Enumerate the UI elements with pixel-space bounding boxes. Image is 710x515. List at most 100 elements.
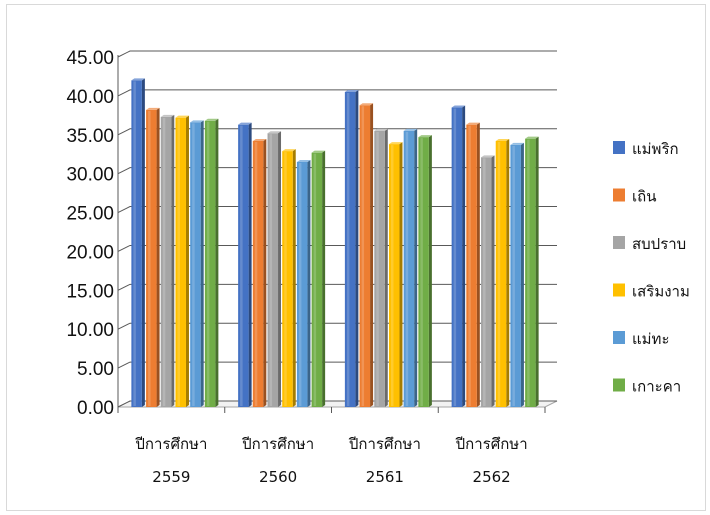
legend-swatch: [613, 331, 625, 344]
bar: [359, 105, 371, 407]
y-gridline: [117, 50, 557, 58]
bar-highlight: [269, 134, 273, 406]
bar-side-face: [462, 105, 466, 408]
bar: [466, 124, 477, 408]
bar: [311, 152, 323, 407]
y-tick-label: 25.00: [66, 204, 114, 225]
bar-side-face: [278, 131, 282, 407]
bar-highlight: [390, 145, 394, 406]
plot-back-wall: [130, 51, 557, 401]
bar-highlight: [177, 118, 180, 407]
bar-side-face: [399, 142, 403, 407]
legend-label: เกาะคา: [632, 378, 681, 396]
bar-top-face: [267, 131, 282, 134]
legend-swatch: [613, 283, 625, 297]
bar-top-face: [238, 122, 252, 125]
x-tick-label: ปีการศึกษา: [455, 435, 528, 453]
bar-highlight: [512, 145, 515, 406]
bar-highlight: [420, 138, 423, 406]
bar-highlight: [453, 108, 457, 407]
y-tick-label: 0.00: [77, 398, 114, 419]
bar-top-face: [252, 139, 267, 141]
bar: [282, 151, 293, 407]
bar-side-face: [476, 122, 480, 408]
bar: [267, 133, 279, 407]
bar-top-face: [403, 128, 418, 131]
bar-highlight: [483, 158, 486, 406]
y-tick-label: 40.00: [66, 87, 114, 108]
y-tick-label: 35.00: [66, 126, 114, 147]
bar-top-face: [146, 107, 160, 110]
bar-highlight: [313, 153, 317, 406]
bar: [525, 138, 536, 407]
x-tick-label: ปีการศึกษา: [241, 435, 314, 453]
bar-side-face: [292, 149, 296, 407]
x-tick-label: 2559: [152, 468, 190, 486]
x-tick-label: 2561: [366, 468, 404, 486]
legend-label: แม่พริก: [632, 140, 679, 158]
bar: [344, 92, 356, 407]
bar: [238, 124, 249, 408]
bar-top-face: [160, 114, 175, 117]
legend-swatch: [613, 188, 625, 202]
y-gridline: [117, 89, 557, 97]
bar-highlight: [376, 131, 379, 406]
bar-highlight: [527, 139, 530, 406]
bar-side-face: [156, 107, 160, 407]
bar-top-face: [131, 78, 145, 81]
bar: [495, 141, 507, 407]
bar-highlight: [206, 121, 210, 407]
bar-side-face: [263, 139, 267, 407]
bar-highlight: [284, 152, 287, 406]
bar-highlight: [405, 131, 409, 406]
bar-side-face: [520, 142, 524, 407]
bar: [252, 141, 264, 407]
bar: [374, 130, 385, 407]
bar-highlight: [468, 125, 471, 407]
bar: [204, 120, 216, 408]
legend-label: เสริมงาม: [632, 283, 690, 301]
bar-side-face: [248, 122, 252, 408]
bar: [403, 130, 415, 407]
bar: [510, 144, 521, 407]
bar-top-face: [495, 139, 510, 141]
legend-label: แม่ทะ: [632, 330, 670, 348]
bar-top-face: [311, 150, 326, 153]
bar-top-face: [466, 122, 480, 125]
y-tick-label: 5.00: [77, 359, 114, 380]
bar-side-face: [171, 114, 175, 407]
legend-label: สบปราบ: [632, 235, 686, 253]
bar-top-face: [344, 90, 359, 92]
x-tick-label: 2562: [473, 468, 511, 486]
bar-highlight: [497, 142, 501, 406]
legend-swatch: [613, 378, 625, 392]
bar-side-face: [491, 155, 495, 407]
x-tick-label: ปีการศึกษา: [134, 435, 207, 453]
bar-top-face: [282, 149, 296, 152]
bar-side-face: [141, 78, 145, 407]
bar: [175, 117, 186, 408]
bar-top-face: [175, 115, 189, 118]
bar-highlight: [162, 117, 166, 406]
bar: [131, 80, 142, 407]
bar-highlight: [254, 142, 258, 406]
bar-highlight: [133, 81, 136, 406]
bar-side-face: [215, 118, 219, 408]
bar-side-face: [185, 115, 189, 408]
legend-swatch: [613, 236, 625, 249]
bar-highlight: [240, 125, 243, 407]
bar-highlight: [346, 93, 350, 406]
bar-side-face: [370, 103, 374, 407]
bar-side-face: [355, 90, 359, 407]
bar-side-face: [322, 150, 326, 407]
bar-side-face: [506, 139, 510, 407]
bar-top-face: [418, 135, 432, 138]
bar: [451, 107, 463, 408]
bar-side-face: [384, 128, 388, 407]
bar-highlight: [361, 106, 365, 406]
bar: [160, 116, 172, 407]
bar-top-face: [374, 128, 388, 131]
bar-top-face: [190, 120, 204, 123]
bar-side-face: [307, 160, 311, 407]
bar-highlight: [148, 110, 151, 406]
